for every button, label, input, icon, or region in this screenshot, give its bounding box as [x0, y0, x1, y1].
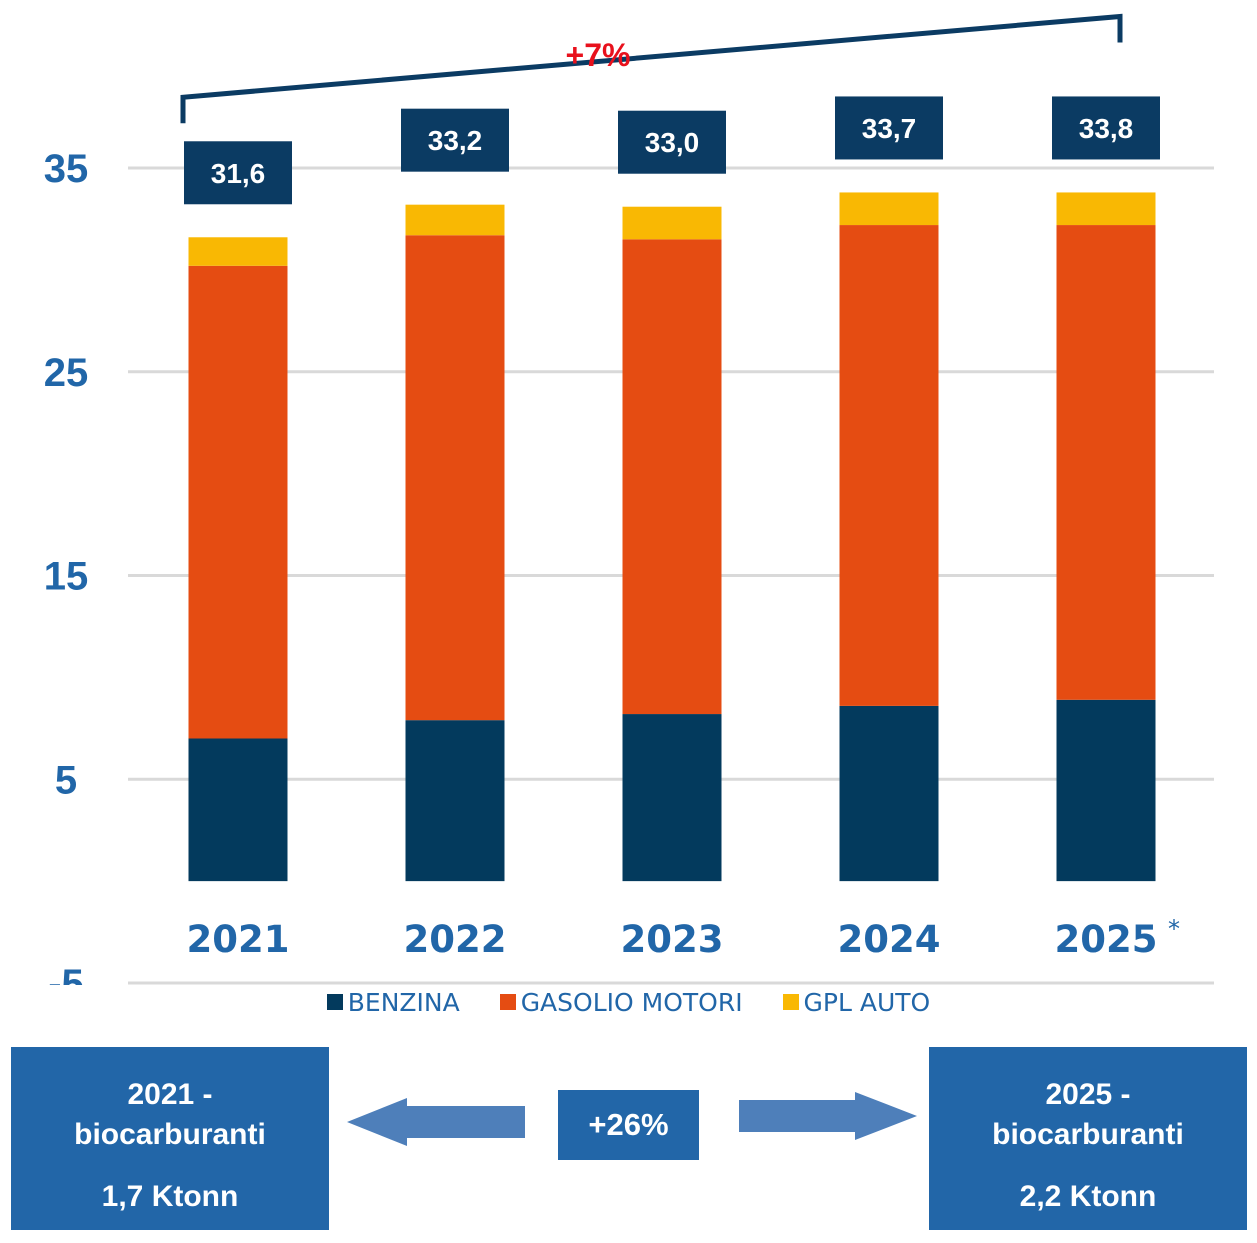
- bar-benzina-2022: [405, 720, 505, 882]
- x-tick-label-2022: 2022: [404, 918, 507, 961]
- bar-gasolio-motori-2021: [188, 265, 288, 739]
- legend-item-gpl: GPL AUTO: [782, 987, 931, 1017]
- legend-label-benzina: BENZINA: [347, 987, 460, 1017]
- total-label-2025: 33,8: [1079, 113, 1134, 144]
- legend-label-gpl: GPL AUTO: [803, 987, 931, 1017]
- bar-benzina-2024: [839, 705, 939, 882]
- y-tick-label--5: -5: [48, 962, 84, 985]
- growth-badge: +26%: [558, 1090, 699, 1160]
- left-arrow-icon: [347, 1098, 525, 1146]
- biofuel-2025-value: 2,2 Ktonn: [1019, 1180, 1157, 1213]
- legend-item-benzina: BENZINA: [326, 987, 460, 1017]
- bar-gpl-auto-2023: [622, 206, 722, 240]
- bar-gpl-auto-2021: [188, 237, 288, 266]
- total-box-2024: [835, 96, 943, 160]
- right-arrow-icon: [739, 1092, 917, 1140]
- bar-gasolio-motori-2024: [839, 225, 939, 706]
- biofuel-2021-year: 2021 -: [127, 1078, 213, 1111]
- total-label-2024: 33,7: [862, 113, 917, 144]
- bar-gpl-auto-2024: [839, 192, 939, 226]
- bar-gasolio-motori-2022: [405, 235, 505, 721]
- legend-swatch-gasolio: [499, 993, 516, 1010]
- x-tick-label-2025: 2025: [1055, 918, 1158, 961]
- growth-annotation: +7%: [566, 37, 631, 73]
- y-tick-label-35: 35: [44, 147, 89, 191]
- biofuel-2025-year: 2025 -: [1045, 1078, 1131, 1111]
- total-box-2025: [1052, 96, 1160, 160]
- biofuel-2021-value: 1,7 Ktonn: [101, 1180, 239, 1213]
- bar-benzina-2025: [1056, 699, 1156, 882]
- legend-item-gasolio: GASOLIO MOTORI: [499, 987, 743, 1017]
- total-box-2022: [401, 108, 509, 172]
- total-box-2023: [618, 110, 726, 174]
- bar-benzina-2023: [622, 714, 722, 882]
- biofuel-2021-label: biocarburanti: [74, 1118, 266, 1151]
- x-tick-label-2023: 2023: [621, 918, 724, 961]
- stacked-bar-chart: 35 25 15 5 -5 31,6 2021 33,2 2022 33,0 2023 33,7 202…: [44, 13, 1214, 985]
- bar-gpl-auto-2025: [1056, 192, 1156, 226]
- y-tick-label-25: 25: [44, 351, 89, 395]
- bar-benzina-2021: [188, 738, 288, 882]
- biofuel-2025-label: biocarburanti: [992, 1118, 1184, 1151]
- legend-swatch-gpl: [782, 993, 799, 1010]
- x-tick-label-2024: 2024: [838, 918, 941, 961]
- legend: BENZINA GASOLIO MOTORI GPL AUTO: [0, 986, 1257, 1017]
- bar-gasolio-motori-2025: [1056, 225, 1156, 700]
- total-label-2022: 33,2: [428, 125, 483, 156]
- biofuel-2021-box: 2021 - biocarburanti 1,7 Ktonn: [11, 1047, 329, 1230]
- biofuel-2025-box: 2025 - biocarburanti 2,2 Ktonn: [929, 1047, 1247, 1230]
- total-label-2023: 33,0: [645, 127, 700, 158]
- bar-gpl-auto-2022: [405, 204, 505, 236]
- growth-bracket: [180, 13, 1123, 124]
- legend-label-gasolio: GASOLIO MOTORI: [520, 987, 743, 1017]
- x-tick-label-2021: 2021: [187, 918, 290, 961]
- total-label-2021: 31,6: [211, 158, 266, 189]
- x-tick-note-2025: *: [1168, 915, 1180, 943]
- legend-swatch-benzina: [326, 993, 343, 1010]
- bar-gasolio-motori-2023: [622, 239, 722, 715]
- y-tick-label-15: 15: [44, 555, 89, 599]
- y-tick-label-5: 5: [55, 758, 77, 802]
- total-box-2021: [184, 141, 292, 205]
